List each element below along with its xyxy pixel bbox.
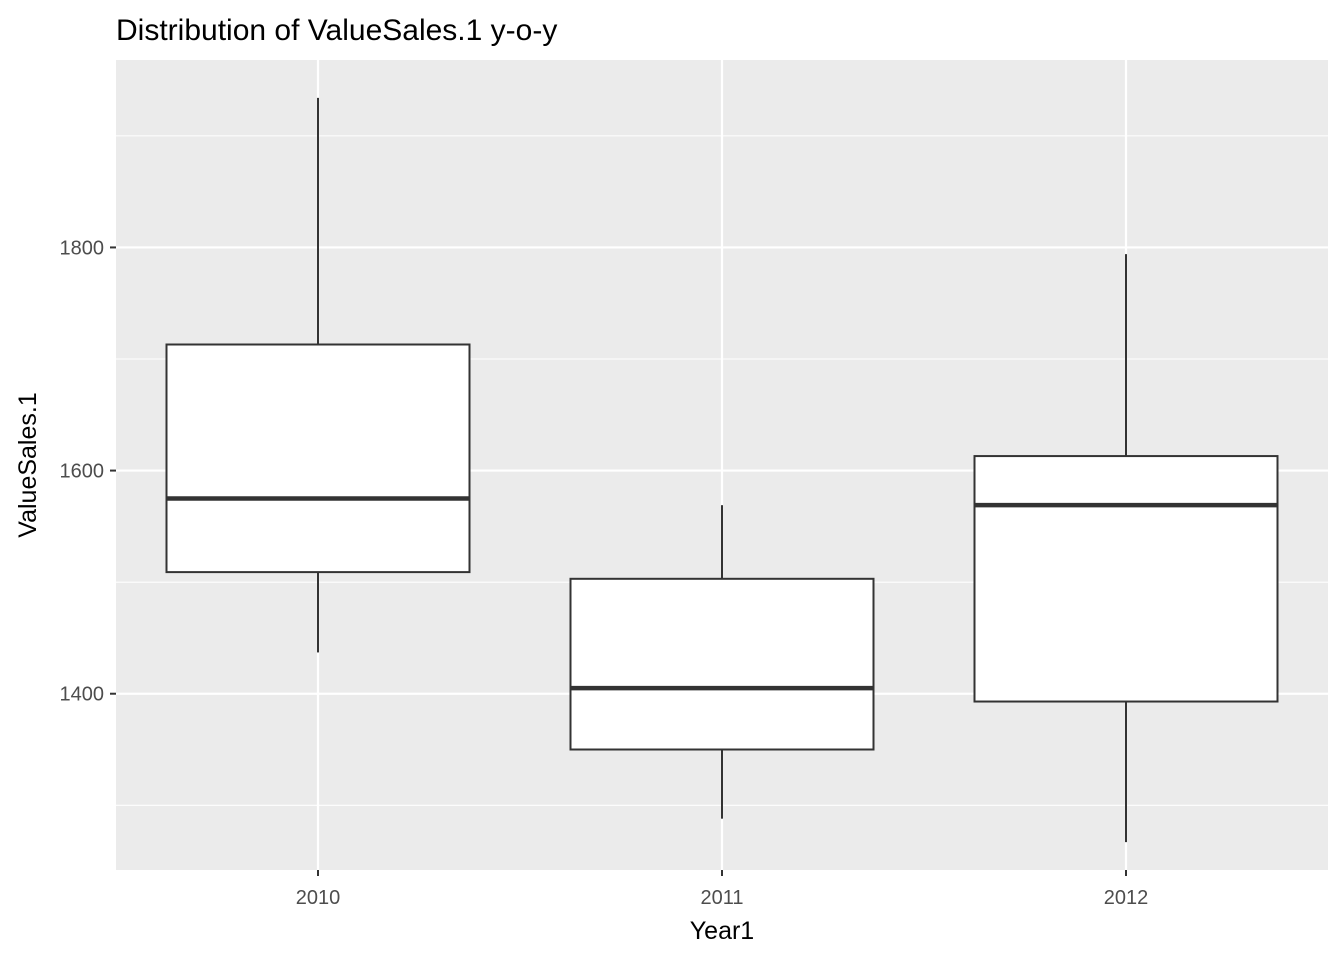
chart-title: Distribution of ValueSales.1 y-o-y: [116, 14, 557, 47]
x-tick-label: 2012: [1104, 887, 1149, 909]
x-axis-title: Year1: [690, 917, 754, 945]
interquartile-box: [165, 343, 471, 574]
interquartile-box: [973, 455, 1279, 703]
x-tick-label: 2011: [700, 887, 743, 909]
y-tick-label: 1600: [60, 461, 105, 483]
y-tick-label: 1400: [60, 684, 105, 706]
box-2010: [165, 97, 471, 653]
boxes-layer: [165, 97, 1279, 843]
box-2011: [569, 505, 875, 819]
y-axis-title: ValueSales.1: [14, 392, 42, 537]
y-tick-label: 1800: [60, 237, 105, 259]
x-tick-label: 2010: [296, 887, 341, 909]
interquartile-box: [569, 577, 875, 751]
x-axis: 2010 2011 2012: [296, 870, 1149, 909]
y-axis: 1400 1600 1800: [60, 237, 116, 706]
box-2012: [973, 254, 1279, 843]
